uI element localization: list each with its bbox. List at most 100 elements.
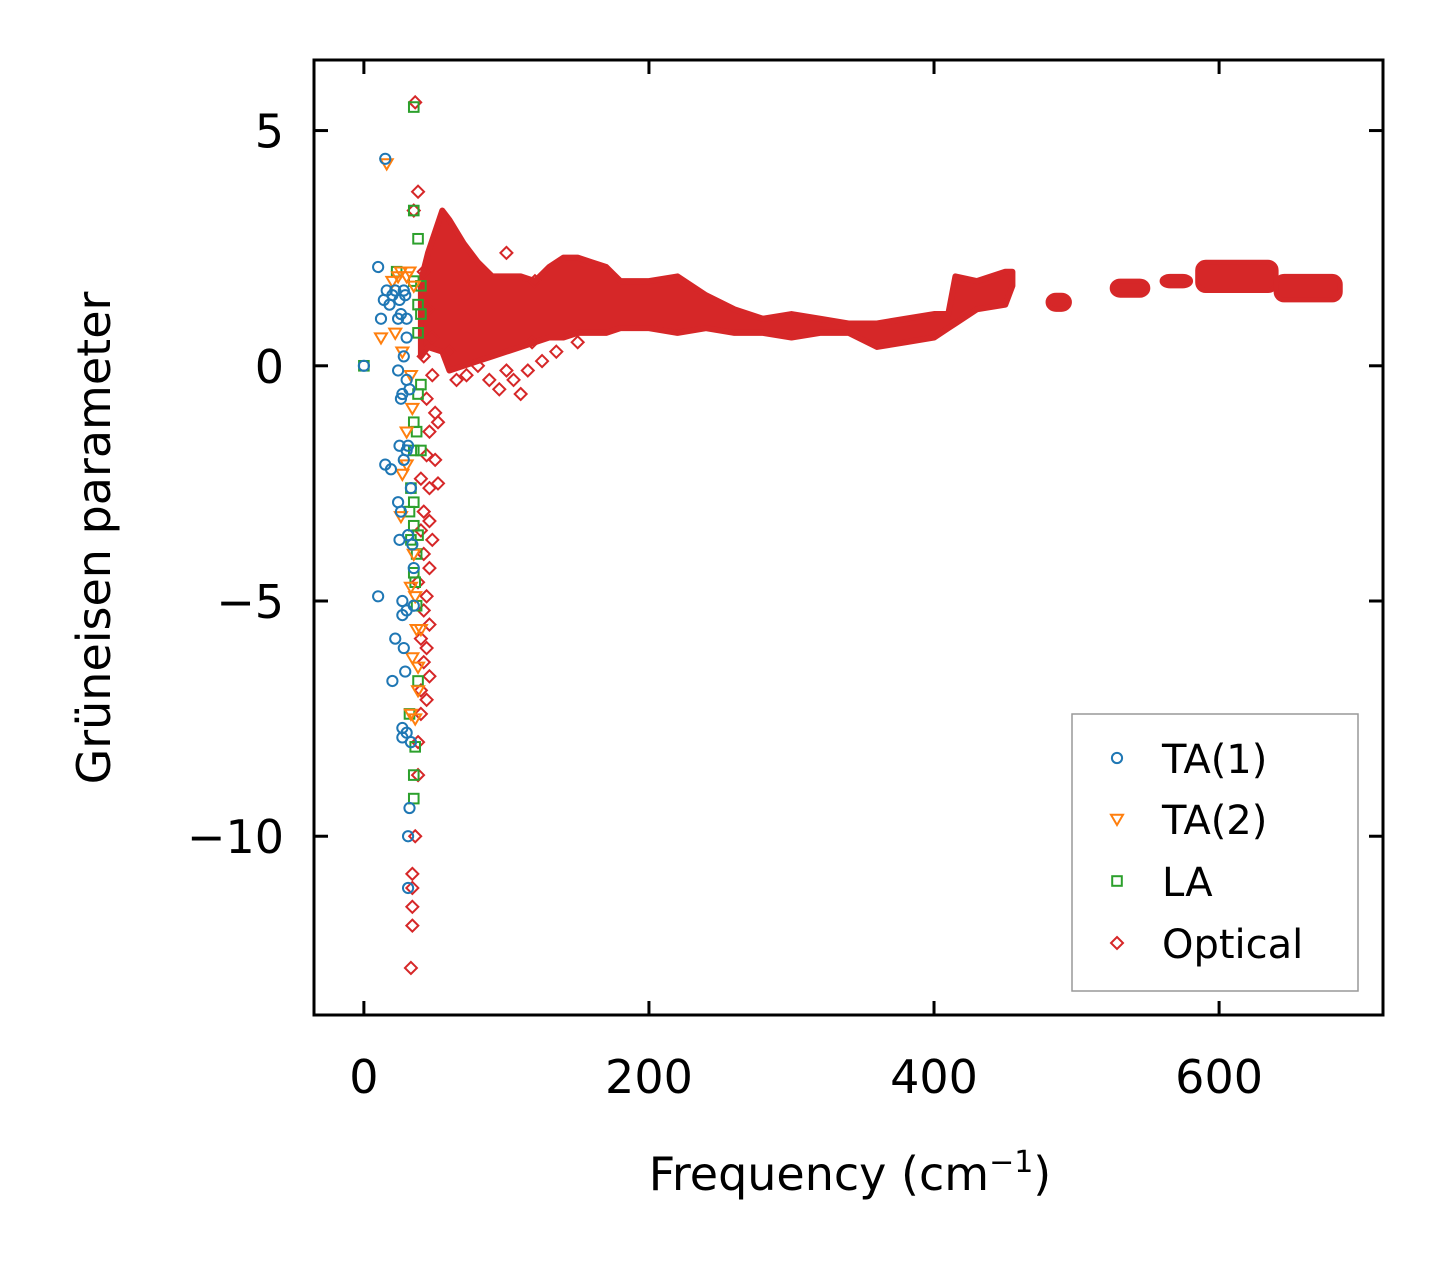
point-la [415,444,427,457]
point-optical [404,880,420,896]
legend-label-optical: Optical [1162,922,1303,968]
point-optical [430,475,446,491]
legend-label-ta1: TA(1) [1161,737,1267,783]
point-ta1 [406,538,419,551]
point-optical [404,866,420,882]
legend-marker-ta1 [1110,751,1124,765]
point-optical [513,386,529,402]
point-optical [416,654,432,670]
point-optical [410,574,426,590]
point-ta1 [400,331,413,344]
point-optical [403,960,419,976]
point-optical [430,414,446,430]
point-ta1 [403,383,416,396]
point-ta1 [391,364,405,377]
point-ta2 [393,511,409,525]
y-tick-label: −10 [187,810,284,864]
legend-label-ta2: TA(2) [1161,798,1267,844]
point-ta1 [379,152,392,165]
x-tick-label: 400 [890,1050,978,1104]
legend-box [1071,713,1359,992]
legend-marker-la [1111,875,1123,887]
optical-cluster [1109,278,1151,298]
point-optical [548,344,564,360]
legend-marker-ta2 [1109,813,1125,827]
point-la [407,769,420,781]
point-optical [404,899,420,915]
point-ta2 [404,402,421,417]
point-ta2 [413,624,429,638]
tick-labels: 0 200 400 600 5 0 −5 −10 [187,105,1263,1104]
x-tick-label: 200 [605,1050,693,1104]
point-ta2 [387,327,403,341]
point-la [410,425,423,438]
point-ta1 [407,561,420,575]
point-optical [416,264,432,280]
point-ta1 [401,439,415,452]
legend-label-la: LA [1162,860,1213,906]
point-ta1 [400,312,413,325]
point-ta1 [372,590,385,603]
point-ta1 [399,665,412,678]
point-optical [413,682,429,698]
point-optical [481,372,497,388]
x-tick-label: 0 [349,1050,378,1104]
optical-cluster [1045,292,1072,312]
point-ta1 [374,312,388,325]
point-optical [470,358,486,374]
point-optical [416,348,432,364]
point-optical [449,372,464,388]
point-la [407,204,420,217]
point-optical [419,692,435,708]
point-ta1 [372,260,385,274]
point-optical [441,344,457,360]
point-ta1 [404,482,418,495]
point-ta1 [394,505,408,518]
point-optical [420,301,436,317]
legend-markers [1109,751,1125,951]
x-tick-label: 600 [1175,1050,1263,1104]
point-la [412,232,424,245]
point-optical [422,617,437,632]
legend-marker-optical [1109,935,1125,951]
point-ta1 [404,736,418,749]
optical-cluster [1273,273,1343,303]
point-optical [422,513,437,529]
point-ta1 [386,674,399,688]
point-ta2 [394,468,411,482]
x-axis-label: Frequency (cm−1) [649,1145,1052,1201]
legend: TA(1) TA(2) LA Optical [1071,713,1359,992]
point-la [415,308,427,320]
point-optical [419,588,435,604]
point-ta1 [401,830,415,843]
point-ta1 [397,641,410,655]
point-optical [424,367,440,383]
point-optical [404,918,420,934]
point-optical [427,452,443,468]
point-optical [499,363,514,378]
point-ta2 [384,275,401,290]
point-ta1 [397,350,410,363]
point-ta2 [407,713,423,727]
point-ta2 [406,280,422,294]
point-la [407,101,420,113]
point-optical [499,245,514,261]
point-ta2 [407,591,423,605]
point-ta2 [401,266,418,280]
point-optical [534,353,550,369]
point-ta2 [410,661,426,675]
point-ta1 [401,881,415,895]
point-optical [422,668,437,684]
point-optical [424,330,440,345]
point-optical [459,367,474,383]
point-ta1 [407,599,420,612]
point-optical [407,828,423,844]
point-la [412,327,424,339]
point-ta2 [403,581,419,595]
point-optical [413,706,429,722]
point-optical [506,372,521,388]
point-optical [410,184,426,200]
y-tick-label: 5 [255,105,284,159]
